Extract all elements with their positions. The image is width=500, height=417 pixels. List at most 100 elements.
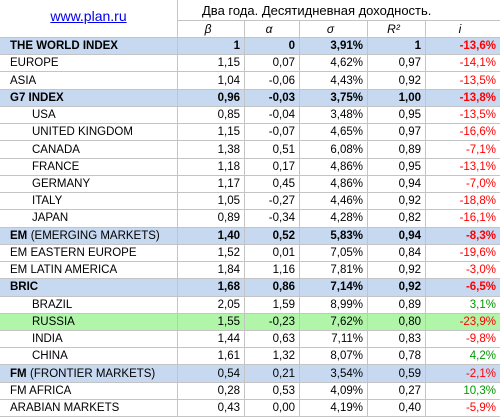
table-row: ARABIAN MARKETS 0,43 0,00 4,19% 0,40 -5,9% xyxy=(0,399,500,417)
return-value: -16,1% xyxy=(426,210,500,228)
market-name-cell: BRAZIL xyxy=(0,296,178,314)
sigma-value: 4,86% xyxy=(300,175,368,194)
alpha-value: 0,00 xyxy=(245,399,300,417)
table-row: THE WORLD INDEX 1 0 3,91% 1 -13,6% xyxy=(0,38,500,56)
sigma-value: 5,83% xyxy=(300,227,368,245)
market-name: EM EASTERN EUROPE xyxy=(10,246,137,259)
sigma-value: 4,43% xyxy=(300,72,368,90)
r2-value: 1 xyxy=(368,38,426,56)
table-row: FRANCE 1,18 0,17 4,86% 0,95 -13,1% xyxy=(0,158,500,176)
table-row: GERMANY 1,17 0,45 4,86% 0,94 -7,0% xyxy=(0,175,500,194)
market-name-cell: ITALY xyxy=(0,193,178,211)
alpha-value: 0,52 xyxy=(245,227,300,245)
return-value: -13,6% xyxy=(426,38,500,56)
beta-value: 1,17 xyxy=(178,175,245,194)
return-value: 4,2% xyxy=(426,348,500,366)
beta-value: 1,84 xyxy=(178,262,245,280)
r2-value: 0,94 xyxy=(368,227,426,245)
market-name: CHINA xyxy=(32,350,68,363)
r2-value: 0,27 xyxy=(368,382,426,400)
r2-value: 0,78 xyxy=(368,348,426,366)
r2-column-header: R² xyxy=(368,21,426,38)
table-row: INDIA 1,44 0,63 7,11% 0,83 -9,8% xyxy=(0,330,500,349)
alpha-value: 1,16 xyxy=(245,262,300,280)
market-name: JAPAN xyxy=(32,212,69,225)
market-name: FM xyxy=(10,367,27,380)
return-value: -13,8% xyxy=(426,90,500,107)
alpha-column-header: α xyxy=(245,21,300,38)
r2-value: 0,94 xyxy=(368,175,426,194)
sigma-value: 3,91% xyxy=(300,38,368,56)
market-name-cell: G7 INDEX xyxy=(0,89,178,107)
beta-value: 1,05 xyxy=(178,193,245,211)
sigma-value: 4,62% xyxy=(300,55,368,73)
beta-value: 1,68 xyxy=(178,279,245,297)
market-name-cell: INDIA xyxy=(0,330,178,349)
beta-value: 0,89 xyxy=(178,210,245,228)
beta-column-header: β xyxy=(178,21,245,38)
market-name-cell: RUSSIA xyxy=(0,313,178,331)
alpha-value: -0,27 xyxy=(245,193,300,211)
r2-value: 1,00 xyxy=(368,89,426,107)
market-name-cell: EM LATIN AMERICA xyxy=(0,262,178,280)
beta-value: 1,18 xyxy=(178,158,245,176)
table-row: ITALY 1,05 -0,27 4,46% 0,92 -18,8% xyxy=(0,193,500,211)
sigma-value: 4,28% xyxy=(300,210,368,228)
sigma-value: 4,46% xyxy=(300,193,368,211)
sigma-value: 4,65% xyxy=(300,124,368,142)
alpha-value: 0 xyxy=(245,38,300,56)
market-name-cell: ASIA xyxy=(0,72,178,90)
table-row: FM AFRICA 0,28 0,53 4,09% 0,27 10,3% xyxy=(0,382,500,400)
market-name-cell: GERMANY xyxy=(0,175,178,194)
market-name: ARABIAN MARKETS xyxy=(10,402,120,415)
r2-value: 0,89 xyxy=(368,141,426,159)
table-row: CHINA 1,61 1,32 8,07% 0,78 4,2% xyxy=(0,348,500,366)
alpha-value: -0,34 xyxy=(245,210,300,228)
market-name: RUSSIA xyxy=(32,315,75,328)
beta-value: 1,04 xyxy=(178,72,245,90)
alpha-value: 0,86 xyxy=(245,279,300,297)
sigma-value: 3,75% xyxy=(300,89,368,107)
sigma-value: 7,05% xyxy=(300,244,368,263)
r2-value: 0,40 xyxy=(368,399,426,417)
table-title: Два года. Десятидневная доходность. xyxy=(178,0,500,21)
return-value: -7,0% xyxy=(426,176,500,194)
market-name: UNITED KINGDOM xyxy=(32,126,133,139)
market-name: ASIA xyxy=(10,74,37,87)
market-name: INDIA xyxy=(32,333,63,346)
r2-value: 0,95 xyxy=(368,106,426,125)
table-row: USA 0,85 -0,04 3,48% 0,95 -13,5% xyxy=(0,106,500,125)
beta-value: 1,15 xyxy=(178,124,245,142)
market-name-cell: CHINA xyxy=(0,348,178,366)
return-value: -13,5% xyxy=(426,107,500,125)
table-row: BRAZIL 2,05 1,59 8,99% 0,89 3,1% xyxy=(0,296,500,314)
sigma-value: 7,11% xyxy=(300,330,368,349)
market-name: GERMANY xyxy=(32,177,91,190)
alpha-value: -0,04 xyxy=(245,106,300,125)
r2-value: 0,92 xyxy=(368,193,426,211)
market-name-cell: EUROPE xyxy=(0,55,178,73)
return-value: -8,3% xyxy=(426,228,500,245)
beta-value: 1,38 xyxy=(178,141,245,159)
alpha-value: 0,51 xyxy=(245,141,300,159)
beta-value: 1,55 xyxy=(178,313,245,331)
return-value: -6,5% xyxy=(426,279,500,297)
return-value: -13,5% xyxy=(426,72,500,90)
beta-value: 1,44 xyxy=(178,330,245,349)
return-value: -3,0% xyxy=(426,262,500,280)
sigma-value: 6,08% xyxy=(300,141,368,159)
table-row: ASIA 1,04 -0,06 4,43% 0,92 -13,5% xyxy=(0,72,500,90)
table-row: G7 INDEX 0,96 -0,03 3,75% 1,00 -13,8% xyxy=(0,89,500,107)
r2-value: 0,92 xyxy=(368,279,426,297)
alpha-value: 0,53 xyxy=(245,382,300,400)
beta-value: 0,85 xyxy=(178,106,245,125)
alpha-value: 1,32 xyxy=(245,348,300,366)
market-name-cell: EM (EMERGING MARKETS) xyxy=(0,227,178,245)
table-row: EM LATIN AMERICA 1,84 1,16 7,81% 0,92 -3,0% xyxy=(0,262,500,280)
alpha-value: -0,06 xyxy=(245,72,300,90)
beta-value: 0,54 xyxy=(178,365,245,383)
return-value: -9,8% xyxy=(426,331,500,349)
market-name-cell: UNITED KINGDOM xyxy=(0,124,178,142)
return-value: -7,1% xyxy=(426,141,500,159)
site-link[interactable]: www.plan.ru xyxy=(50,8,127,24)
